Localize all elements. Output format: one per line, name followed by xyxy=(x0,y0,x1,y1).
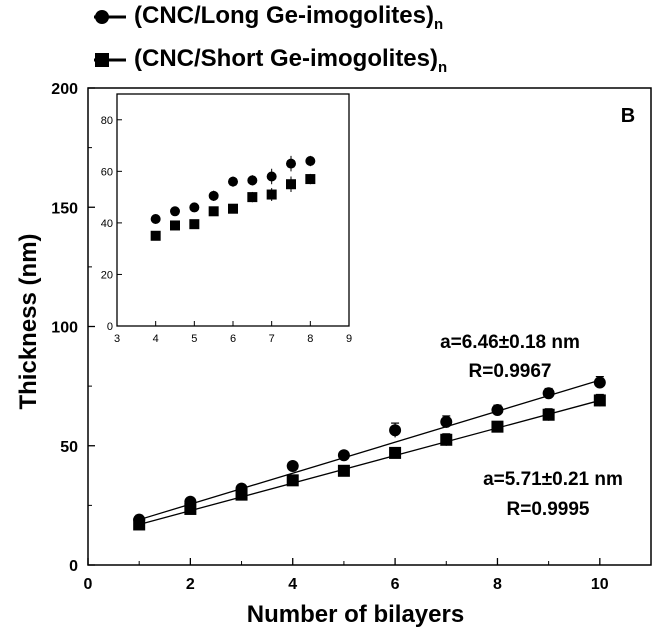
inset-point-square xyxy=(228,203,238,214)
inset-point-square xyxy=(286,179,296,190)
data-point-square xyxy=(235,488,248,501)
inset-point-square xyxy=(189,219,200,230)
data-point-circle xyxy=(286,460,299,473)
data-point-square xyxy=(542,408,555,421)
legend-label-long: (CNC/Long Ge-imogolites) xyxy=(134,2,434,29)
inset-point-circle xyxy=(170,206,180,217)
legend-item-long: (CNC/Long Ge-imogolites)n xyxy=(92,2,444,33)
inset-x-tick-label: 4 xyxy=(153,333,159,345)
data-point-circle xyxy=(440,415,453,428)
legend-square-marker-icon xyxy=(94,52,126,67)
inset-x-tick-label: 9 xyxy=(346,333,352,345)
fit-annotation: R=0.9967 xyxy=(469,361,552,382)
y-tick-label: 0 xyxy=(69,558,78,575)
y-tick-label: 50 xyxy=(60,439,78,456)
inset-y-tick-label: 80 xyxy=(101,115,113,127)
fit-line-circle xyxy=(138,379,601,521)
inset-point-square xyxy=(150,230,161,241)
fit-annotation: a=5.71±0.21 nm xyxy=(483,469,623,490)
legend-subscript-short: n xyxy=(438,59,448,76)
x-axis-label: Number of bilayers xyxy=(247,601,464,628)
inset-point-circle xyxy=(286,158,296,169)
inset-point-circle xyxy=(189,202,200,213)
inset-y-tick-label: 60 xyxy=(101,166,113,178)
inset-y-tick-label: 40 xyxy=(101,218,113,230)
inset-x-tick-label: 8 xyxy=(307,333,313,345)
y-tick-label: 100 xyxy=(51,320,78,337)
legend-circle-marker-icon xyxy=(94,9,126,24)
inset-point-square xyxy=(208,206,219,217)
data-point-square xyxy=(286,474,299,487)
x-tick-label: 6 xyxy=(391,576,400,593)
inset-x-tick-label: 5 xyxy=(191,333,197,345)
data-point-square xyxy=(440,433,453,446)
x-tick-label: 10 xyxy=(591,576,609,593)
inset-point-circle xyxy=(266,171,277,182)
inset-point-circle xyxy=(208,190,219,201)
x-tick-label: 4 xyxy=(288,576,297,593)
x-tick-label: 8 xyxy=(493,576,502,593)
inset-y-tick-label: 20 xyxy=(101,269,113,281)
y-tick-label: 150 xyxy=(51,200,78,217)
data-point-square xyxy=(337,464,350,477)
data-point-circle xyxy=(491,403,504,416)
legend-label-short: (CNC/Short Ge-imogolites) xyxy=(134,45,438,72)
inset-x-tick-label: 7 xyxy=(269,333,275,345)
inset-y-tick-label: 0 xyxy=(107,321,113,333)
data-point-square xyxy=(133,518,146,531)
y-axis-label: Thickness (nm) xyxy=(15,233,42,409)
x-tick-label: 0 xyxy=(84,576,93,593)
inset-point-square xyxy=(247,192,258,203)
inset-point-square xyxy=(170,220,180,231)
data-point-circle xyxy=(542,387,555,400)
data-point-circle xyxy=(337,449,350,462)
panel-label: B xyxy=(621,105,635,127)
data-point-circle xyxy=(593,376,606,389)
fit-line-square xyxy=(139,399,600,526)
inset-point-square xyxy=(266,189,277,200)
legend-item-short: (CNC/Short Ge-imogolites)n xyxy=(92,45,448,76)
inset-point-circle xyxy=(150,214,161,225)
fit-annotation: a=6.46±0.18 nm xyxy=(440,332,580,353)
inset-point-circle xyxy=(247,175,258,186)
data-point-square xyxy=(593,394,606,407)
inset-x-tick-label: 6 xyxy=(230,333,236,345)
data-point-square xyxy=(389,446,402,459)
data-point-circle xyxy=(389,424,402,437)
y-tick-label: 200 xyxy=(51,81,78,98)
inset-x-tick-label: 3 xyxy=(114,333,120,345)
fit-annotation: R=0.9995 xyxy=(507,499,590,520)
legend-subscript-long: n xyxy=(433,16,444,33)
data-point-square xyxy=(491,420,504,433)
inset-point-circle xyxy=(228,176,238,187)
inset-point-square xyxy=(305,174,316,185)
inset-point-circle xyxy=(305,156,316,167)
data-point-square xyxy=(184,502,197,515)
x-tick-label: 2 xyxy=(186,576,195,593)
